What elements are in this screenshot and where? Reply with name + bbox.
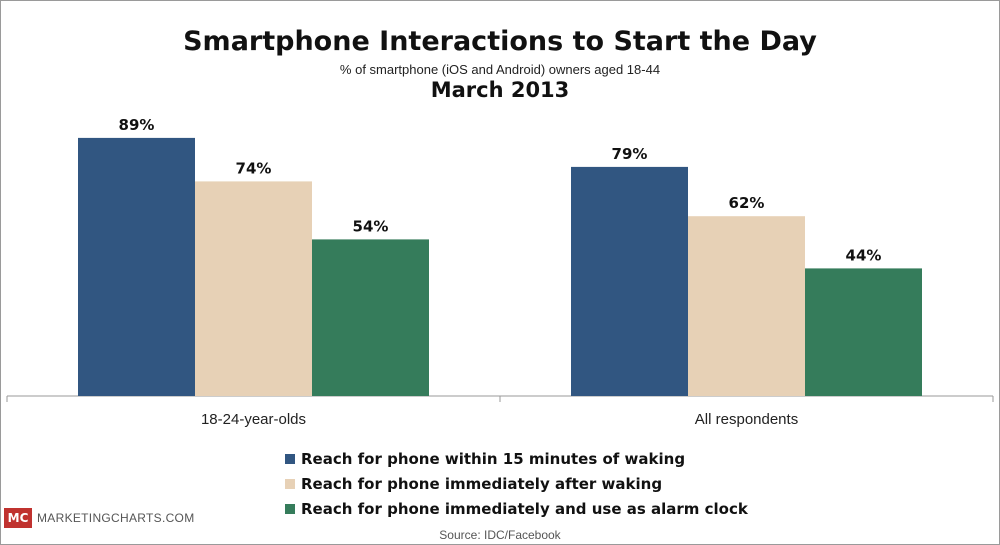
legend: Reach for phone within 15 minutes of wak… <box>285 446 748 521</box>
x-tick-label: All respondents <box>695 411 798 428</box>
x-tick-label: 18-24-year-olds <box>201 411 306 428</box>
legend-item-series-2: Reach for phone immediately after waking <box>285 471 748 496</box>
brand-logo: MC <box>4 508 32 528</box>
legend-swatch-series-1 <box>285 453 295 464</box>
legend-item-series-3: Reach for phone immediately and use as a… <box>285 496 748 521</box>
legend-label-series-3: Reach for phone immediately and use as a… <box>301 499 748 518</box>
chart-date: March 2013 <box>430 78 570 102</box>
bar-value-label: 89% <box>119 116 155 134</box>
bar-value-label: 79% <box>612 145 648 163</box>
chart-subtitle: % of smartphone (iOS and Android) owners… <box>339 62 661 77</box>
legend-label-series-1: Reach for phone within 15 minutes of wak… <box>301 449 686 468</box>
bar <box>312 239 429 396</box>
bar <box>195 181 312 396</box>
legend-label-series-2: Reach for phone immediately after waking <box>301 474 663 493</box>
bar-value-label: 54% <box>353 217 389 235</box>
bar <box>78 137 195 396</box>
source-note: Source: IDC/Facebook <box>439 528 561 542</box>
bar <box>805 268 922 396</box>
bar <box>571 166 688 396</box>
bar <box>688 216 805 396</box>
chart-title: Smartphone Interactions to Start the Day <box>183 26 817 57</box>
brand-name: MARKETINGCHARTS.COM <box>37 511 195 525</box>
bar-value-label: 44% <box>846 246 882 264</box>
legend-item-series-1: Reach for phone within 15 minutes of wak… <box>285 446 748 471</box>
brand: MC MARKETINGCHARTS.COM <box>4 508 195 528</box>
bar-value-label: 62% <box>729 194 765 212</box>
legend-swatch-series-3 <box>285 503 295 514</box>
bar-value-label: 74% <box>236 159 272 177</box>
legend-swatch-series-2 <box>285 478 295 489</box>
